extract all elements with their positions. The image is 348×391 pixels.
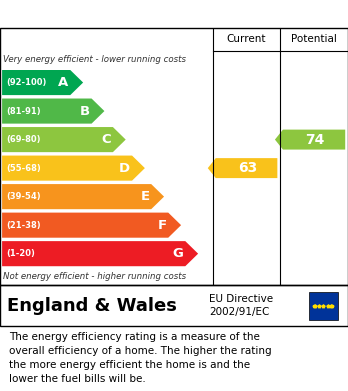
Polygon shape [208,158,277,178]
Text: Very energy efficient - lower running costs: Very energy efficient - lower running co… [3,55,186,64]
Polygon shape [275,129,345,150]
Text: (1-20): (1-20) [6,249,35,258]
Text: F: F [157,219,166,231]
FancyBboxPatch shape [309,292,338,320]
Text: C: C [102,133,111,146]
Text: (39-54): (39-54) [6,192,41,201]
Text: (81-91): (81-91) [6,107,41,116]
Text: Potential: Potential [291,34,337,45]
Text: E: E [140,190,150,203]
Text: EU Directive
2002/91/EC: EU Directive 2002/91/EC [209,294,273,317]
Polygon shape [2,127,126,152]
Polygon shape [2,99,104,124]
Text: 63: 63 [238,161,257,175]
Text: England & Wales: England & Wales [7,297,177,315]
Text: (92-100): (92-100) [6,78,47,87]
Text: The energy efficiency rating is a measure of the
overall efficiency of a home. T: The energy efficiency rating is a measur… [9,332,271,384]
Text: (21-38): (21-38) [6,221,41,230]
Text: G: G [173,247,183,260]
Text: Current: Current [227,34,266,45]
Text: (55-68): (55-68) [6,163,41,172]
Text: Not energy efficient - higher running costs: Not energy efficient - higher running co… [3,272,186,281]
Text: A: A [58,76,69,89]
Text: 74: 74 [306,133,325,147]
Polygon shape [2,156,145,181]
Polygon shape [2,241,198,266]
Polygon shape [2,213,181,238]
Polygon shape [2,70,83,95]
Polygon shape [2,184,164,209]
Text: B: B [80,104,90,118]
Text: Energy Efficiency Rating: Energy Efficiency Rating [9,7,229,22]
Text: (69-80): (69-80) [6,135,41,144]
Text: D: D [119,161,130,175]
